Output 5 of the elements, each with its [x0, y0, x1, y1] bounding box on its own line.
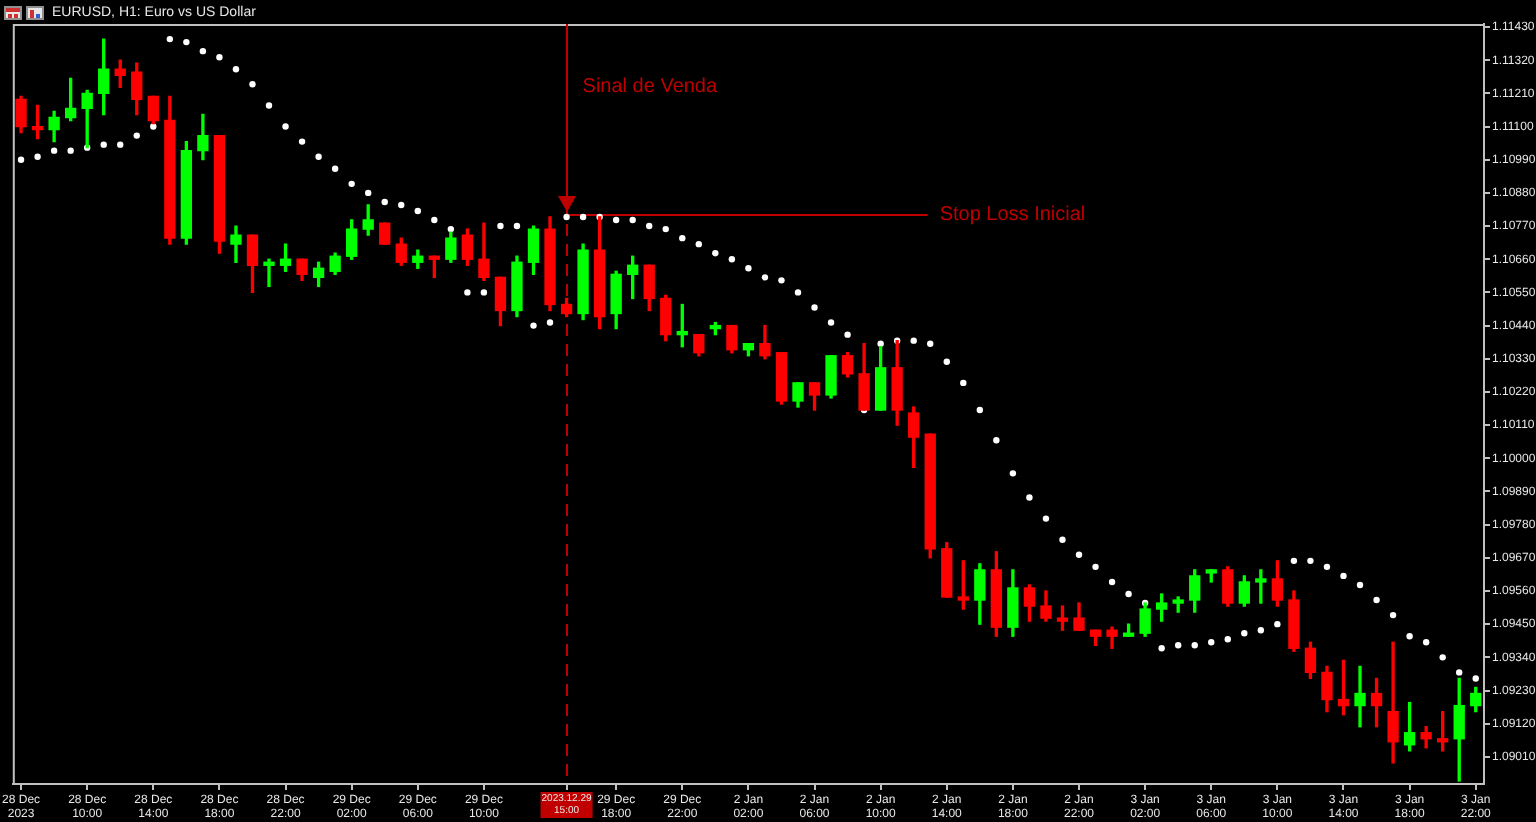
- ref-line-label: Stop Loss Inicial: [939, 203, 1086, 226]
- candlestick: [1387, 641, 1399, 764]
- candlestick: [263, 258, 275, 288]
- candlestick: [1354, 665, 1366, 728]
- ref-line-label: Sinal de Venda: [582, 76, 718, 99]
